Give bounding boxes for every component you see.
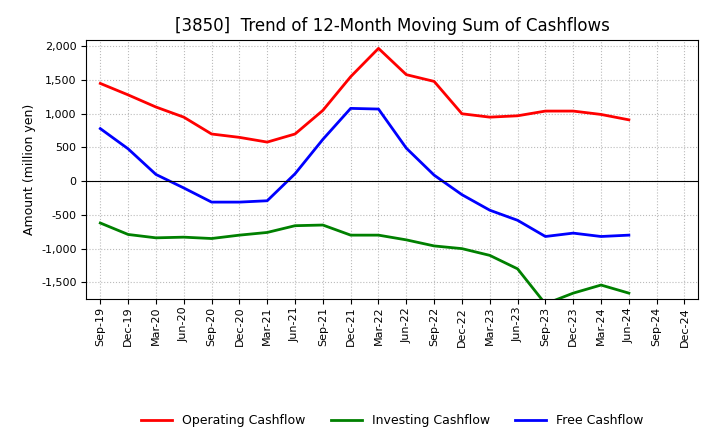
Operating Cashflow [318, 108, 327, 113]
Investing Cashflow [374, 232, 383, 238]
Operating Cashflow [235, 135, 243, 140]
Operating Cashflow [346, 74, 355, 79]
Operating Cashflow [624, 117, 633, 122]
Investing Cashflow [485, 253, 494, 258]
Investing Cashflow [291, 223, 300, 228]
Free Cashflow [179, 185, 188, 191]
Free Cashflow [402, 146, 410, 151]
Free Cashflow [124, 146, 132, 151]
Investing Cashflow [96, 220, 104, 226]
Investing Cashflow [235, 232, 243, 238]
Line: Free Cashflow: Free Cashflow [100, 108, 629, 236]
Investing Cashflow [569, 290, 577, 296]
Investing Cashflow [541, 301, 550, 307]
Free Cashflow [346, 106, 355, 111]
Operating Cashflow [96, 81, 104, 86]
Operating Cashflow [430, 79, 438, 84]
Line: Investing Cashflow: Investing Cashflow [100, 223, 629, 304]
Investing Cashflow [513, 266, 522, 271]
Free Cashflow [430, 172, 438, 178]
Operating Cashflow [597, 112, 606, 117]
Free Cashflow [318, 137, 327, 142]
Free Cashflow [569, 231, 577, 236]
Operating Cashflow [179, 114, 188, 120]
Operating Cashflow [513, 113, 522, 118]
Investing Cashflow [430, 243, 438, 249]
Operating Cashflow [458, 111, 467, 117]
Free Cashflow [291, 171, 300, 176]
Free Cashflow [263, 198, 271, 203]
Operating Cashflow [485, 114, 494, 120]
Free Cashflow [374, 106, 383, 112]
Operating Cashflow [152, 104, 161, 110]
Operating Cashflow [207, 132, 216, 137]
Title: [3850]  Trend of 12-Month Moving Sum of Cashflows: [3850] Trend of 12-Month Moving Sum of C… [175, 17, 610, 35]
Free Cashflow [96, 126, 104, 131]
Investing Cashflow [458, 246, 467, 251]
Investing Cashflow [624, 290, 633, 296]
Operating Cashflow [263, 139, 271, 145]
Legend: Operating Cashflow, Investing Cashflow, Free Cashflow: Operating Cashflow, Investing Cashflow, … [141, 414, 644, 428]
Operating Cashflow [124, 92, 132, 98]
Free Cashflow [458, 192, 467, 197]
Investing Cashflow [597, 282, 606, 288]
Free Cashflow [235, 199, 243, 205]
Operating Cashflow [291, 132, 300, 137]
Investing Cashflow [152, 235, 161, 241]
Investing Cashflow [124, 232, 132, 237]
Y-axis label: Amount (million yen): Amount (million yen) [22, 104, 35, 235]
Line: Operating Cashflow: Operating Cashflow [100, 48, 629, 142]
Free Cashflow [541, 234, 550, 239]
Free Cashflow [624, 232, 633, 238]
Free Cashflow [485, 208, 494, 213]
Investing Cashflow [346, 232, 355, 238]
Investing Cashflow [179, 235, 188, 240]
Free Cashflow [513, 218, 522, 223]
Free Cashflow [207, 199, 216, 205]
Investing Cashflow [318, 222, 327, 227]
Operating Cashflow [541, 108, 550, 114]
Operating Cashflow [402, 72, 410, 77]
Investing Cashflow [207, 236, 216, 241]
Investing Cashflow [263, 230, 271, 235]
Free Cashflow [597, 234, 606, 239]
Investing Cashflow [402, 237, 410, 242]
Operating Cashflow [374, 46, 383, 51]
Operating Cashflow [569, 108, 577, 114]
Free Cashflow [152, 172, 161, 177]
